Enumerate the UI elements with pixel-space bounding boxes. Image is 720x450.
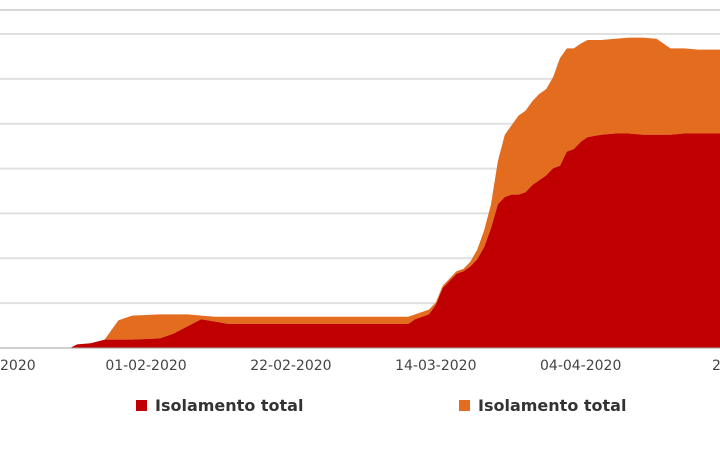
legend-swatch-series-2 xyxy=(459,400,470,411)
axes xyxy=(0,9,720,349)
x-tick-label: 01-02-2020 xyxy=(105,358,186,374)
legend-item-series-1: Isolamento total xyxy=(136,396,303,415)
legend-item-series-2: Isolamento total xyxy=(459,396,626,415)
area-series-2 xyxy=(1,37,720,348)
legend-swatch-series-1 xyxy=(136,400,147,411)
x-tick-label-right-edge: 2 xyxy=(712,358,720,374)
x-tick-labels: 2020 01-02-2020 22-02-2020 14-03-2020 04-04-… xyxy=(0,358,720,374)
x-tick-label: 04-04-2020 xyxy=(540,358,621,374)
area-series-1 xyxy=(1,133,720,348)
gridlines xyxy=(0,33,720,305)
legend: Isolamento total Isolamento total xyxy=(0,396,720,420)
x-tick-label-left-edge: 2020 xyxy=(0,358,36,374)
legend-label-series-2: Isolamento total xyxy=(478,396,627,415)
legend-label-series-1: Isolamento total xyxy=(155,396,304,415)
stacked-areas xyxy=(1,37,720,348)
x-tick-label: 14-03-2020 xyxy=(395,358,476,374)
x-tick-label: 22-02-2020 xyxy=(250,358,331,374)
